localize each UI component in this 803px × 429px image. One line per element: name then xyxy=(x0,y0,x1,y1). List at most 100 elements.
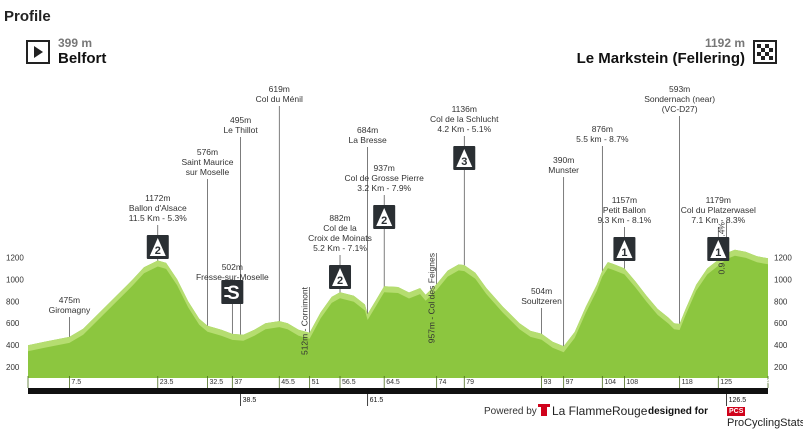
x-tick-label: 45.5 xyxy=(281,379,295,386)
annotation-line: 475m xyxy=(59,295,80,305)
x-tick-label: 7.5 xyxy=(71,379,81,386)
start-flag-icon xyxy=(26,40,50,64)
y-tick-label-right: 600 xyxy=(774,319,788,328)
annotation-line: Col de la xyxy=(323,223,357,233)
footer-pcs-label: ProCyclingStats xyxy=(727,417,803,429)
x-tick-label: 74 xyxy=(439,379,447,386)
annotation-line: Sondernach (near) xyxy=(644,94,715,104)
annotation-line: (VC-D27) xyxy=(662,104,698,114)
axis-marker-label: 61.5 xyxy=(370,397,384,404)
annotation-line: Le Thillot xyxy=(223,125,258,135)
annotation-line: 11.5 Km - 5.3% xyxy=(129,213,187,223)
footer-designed-label: designed for xyxy=(648,406,709,417)
annotation-line: 9.3 Km - 8.1% xyxy=(597,215,651,225)
climb-category-label: 3 xyxy=(461,156,467,168)
climb-category-badge: 3 xyxy=(453,146,476,170)
annotation-line: 502m xyxy=(222,262,243,272)
annotation-line: 504m xyxy=(531,286,552,296)
annotation-line: Munster xyxy=(548,165,579,175)
annotation-vertical: 957m - Col des Feignes xyxy=(427,253,437,343)
sprint-badge-label: S xyxy=(227,283,240,304)
profile-area xyxy=(28,249,768,378)
finish-flag-icon xyxy=(753,40,777,64)
annotation-line: La Bresse xyxy=(348,135,387,145)
x-tick-label: 118 xyxy=(682,379,693,386)
y-tick-label: 200 xyxy=(6,363,20,372)
annotation-line: 619m xyxy=(269,84,290,94)
y-tick-label-right: 800 xyxy=(774,297,788,306)
climb-category-badge: 1 xyxy=(613,237,636,261)
annotation-line: 937m xyxy=(374,163,395,173)
pcs-logo-icon: PCS xyxy=(727,407,746,416)
annotation-line: 876m xyxy=(592,124,613,134)
annotation-line: 7.1 Km - 8.3% xyxy=(691,215,745,225)
annotation-line: 1172m xyxy=(145,193,170,203)
annotation-line: 5.5 km - 8.7% xyxy=(576,134,629,144)
climb-category-badge: 1 xyxy=(707,237,730,261)
annotation-vertical: 512m - Cornimont xyxy=(300,286,310,355)
annotation-line: 593m xyxy=(669,84,690,94)
y-tick-label: 800 xyxy=(6,297,20,306)
annotation-line: 5.2 Km - 7.1% xyxy=(313,243,367,253)
x-tick-label: 0 xyxy=(31,379,35,386)
annotation-line: 3.2 Km - 7.9% xyxy=(357,183,411,193)
x-tick-label: 93 xyxy=(544,379,552,386)
annotation-line: 4.2 Km - 5.1% xyxy=(437,124,491,134)
annotation-line: Soultzeren xyxy=(521,296,562,306)
annotation-line: Col du Ménil xyxy=(256,94,303,104)
x-tick-label: 134 xyxy=(758,379,770,386)
annotation-line: Col de la Schlucht xyxy=(430,114,499,124)
x-tick-label: 37 xyxy=(234,379,242,386)
footer-brand[interactable]: La FlammeRouge xyxy=(538,404,647,418)
annotation-line: 684m xyxy=(357,125,378,135)
x-tick-label: 23.5 xyxy=(160,379,174,386)
annotation-line: 1136m xyxy=(452,104,477,114)
y-tick-label-right: 1200 xyxy=(774,253,792,262)
start-name: Belfort xyxy=(58,50,107,67)
climb-category-label: 1 xyxy=(715,247,721,259)
annotation-line: sur Moselle xyxy=(186,167,230,177)
axis-marker-label: 126.5 xyxy=(729,397,747,404)
annotation-line: 576m xyxy=(197,147,218,157)
climb-category-label: 2 xyxy=(155,245,161,257)
y-tick-label-right: 200 xyxy=(774,363,788,372)
annotation-line: 1179m xyxy=(706,195,731,205)
x-tick-label: 56.5 xyxy=(342,379,356,386)
flamme-rouge-icon xyxy=(538,404,550,416)
profile-area-highlight xyxy=(28,249,768,353)
annotation-line: Col de Grosse Pierre xyxy=(345,173,425,183)
x-tick-label: 104 xyxy=(604,379,616,386)
y-tick-label: 1200 xyxy=(6,253,24,262)
footer-brand-label: La FlammeRouge xyxy=(552,404,648,418)
annotation-vertical: 0.9 km - 7.4% xyxy=(717,222,727,275)
annotation-line: 1157m xyxy=(612,195,637,205)
y-tick-label-right: 400 xyxy=(774,341,788,350)
annotation-line: Saint Maurice xyxy=(181,157,233,167)
km-axis-bar xyxy=(28,388,768,394)
y-tick-label: 600 xyxy=(6,319,20,328)
annotation-line: Petit Ballon xyxy=(603,205,646,215)
annotation-line: Col du Platzerwasel xyxy=(681,205,756,215)
footer-pcs[interactable]: PCS ProCyclingStats xyxy=(727,405,803,429)
page-title: Profile xyxy=(4,8,51,25)
climb-category-badge: 2 xyxy=(146,235,169,259)
y-tick-label-right: 1000 xyxy=(774,275,792,284)
sprint-badge: S xyxy=(221,280,244,304)
x-tick-label: 79 xyxy=(466,379,474,386)
x-tick-label: 97 xyxy=(566,379,574,386)
annotation-line: Croix de Moinats xyxy=(308,233,372,243)
start-altitude: 399 m xyxy=(58,36,93,50)
y-tick-label: 400 xyxy=(6,341,20,350)
finish-altitude: 1192 m xyxy=(704,36,745,50)
climb-category-label: 1 xyxy=(621,247,627,259)
climb-category-label: 2 xyxy=(381,215,387,227)
footer-powered-label: Powered by xyxy=(484,406,537,417)
axis-marker-label: 38.5 xyxy=(243,397,257,404)
x-tick-label: 32.5 xyxy=(209,379,223,386)
climb-category-badge: 2 xyxy=(373,205,396,229)
annotation-line: 882m xyxy=(329,213,350,223)
climb-category-badge: 2 xyxy=(329,265,352,289)
climb-category-label: 2 xyxy=(337,275,343,287)
annotation-line: Giromagny xyxy=(49,305,91,315)
annotation-line: Ballon d'Alsace xyxy=(129,203,187,213)
